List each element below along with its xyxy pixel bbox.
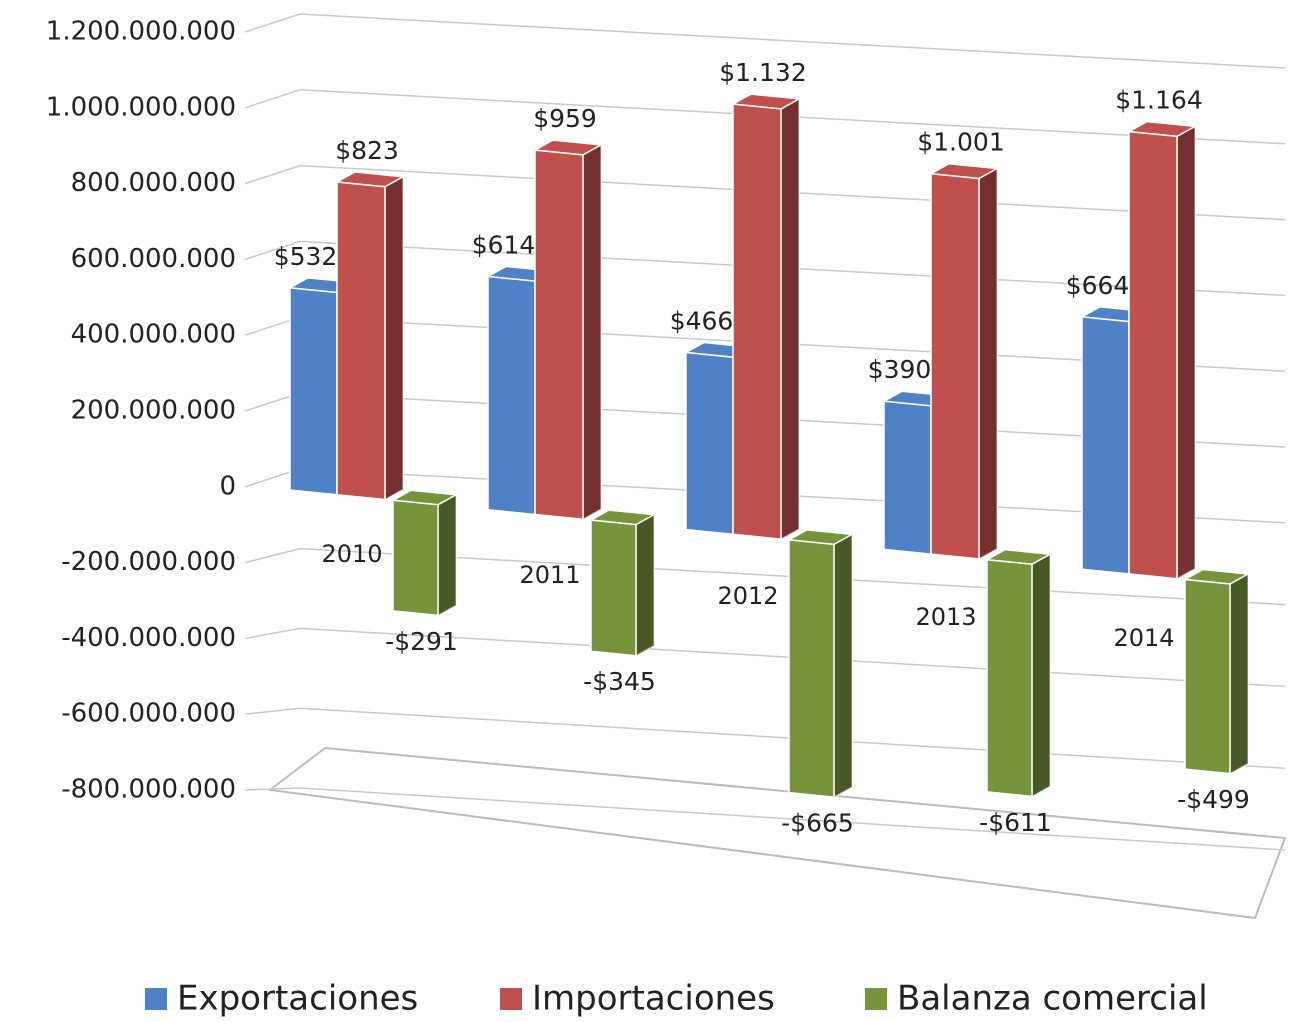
y-tick-label: 600.000.000 — [71, 244, 236, 274]
data-label: $466 — [670, 307, 734, 336]
bar-side-shade — [781, 98, 799, 540]
y-tick-label: 1.200.000.000 — [46, 17, 236, 47]
y-tick-label: -200.000.000 — [61, 547, 236, 577]
data-label: $1.164 — [1115, 86, 1202, 115]
floor — [267, 746, 1287, 920]
data-label: $664 — [1066, 271, 1130, 300]
grid-line — [244, 13, 1286, 69]
grid-line — [244, 707, 1286, 769]
y-tick-label: 0 — [219, 471, 236, 501]
y-tick-label: 800.000.000 — [71, 168, 236, 198]
data-label: -$611 — [979, 808, 1052, 837]
x-tick-label: 2014 — [1113, 624, 1174, 652]
bar-side-shade — [834, 534, 852, 798]
grid-line — [244, 787, 1286, 851]
y-tick-label: 400.000.000 — [71, 320, 236, 350]
y-tick-label: -800.000.000 — [61, 775, 236, 805]
bar-front — [1128, 130, 1178, 580]
data-label: $823 — [335, 136, 399, 165]
data-label: $532 — [274, 242, 338, 271]
bar-front — [487, 275, 536, 516]
x-tick-label: 2010 — [321, 540, 382, 568]
legend-swatch — [865, 988, 887, 1010]
legend-label: Importaciones — [532, 979, 775, 1019]
bar-front — [534, 149, 584, 521]
y-tick-label: 200.000.000 — [71, 396, 236, 426]
legend-label: Balanza comercial — [897, 979, 1208, 1019]
bar-side-shade — [1032, 554, 1050, 797]
bar-front — [732, 103, 782, 540]
grid-line — [244, 547, 1286, 606]
data-label: -$345 — [583, 667, 656, 696]
data-label: $1.001 — [917, 128, 1004, 157]
bar-front — [590, 519, 637, 657]
x-tick-label: 2011 — [519, 561, 580, 589]
bar-front — [1184, 578, 1231, 775]
y-tick-label: 1.000.000.000 — [46, 92, 236, 122]
bar-side-shade — [979, 168, 997, 559]
bar-front — [392, 499, 439, 617]
y-tick-label: -600.000.000 — [61, 699, 236, 729]
bar-front — [1081, 316, 1130, 575]
bar-front — [289, 287, 338, 496]
data-label: $1.132 — [719, 58, 806, 87]
data-label: $959 — [533, 104, 597, 133]
legend-label: Exportaciones — [177, 979, 418, 1019]
bar-side-shade — [385, 176, 403, 500]
data-label: -$499 — [1177, 785, 1250, 814]
data-label: $614 — [472, 230, 536, 259]
bar-front — [788, 539, 835, 798]
bar-side-shade — [583, 144, 601, 520]
bar-side-shade — [636, 514, 654, 656]
bar-front — [685, 351, 734, 536]
x-tick-label: 2013 — [915, 603, 976, 631]
bar-front — [336, 181, 386, 501]
bar-side-shade — [1230, 574, 1248, 774]
bar-side-shade — [438, 494, 456, 616]
grid-line — [244, 627, 1286, 688]
legend-swatch — [500, 988, 522, 1010]
bar-front — [883, 400, 932, 555]
bar-side-shade — [1177, 126, 1195, 579]
bar-front — [986, 558, 1033, 798]
data-label: $390 — [868, 355, 932, 384]
data-label: -$665 — [781, 809, 854, 838]
y-tick-label: -400.000.000 — [61, 623, 236, 653]
bar-front — [930, 172, 980, 560]
grid-line — [244, 89, 1286, 145]
legend-swatch — [145, 988, 167, 1010]
data-label: -$291 — [385, 627, 458, 656]
x-tick-label: 2012 — [717, 582, 778, 610]
